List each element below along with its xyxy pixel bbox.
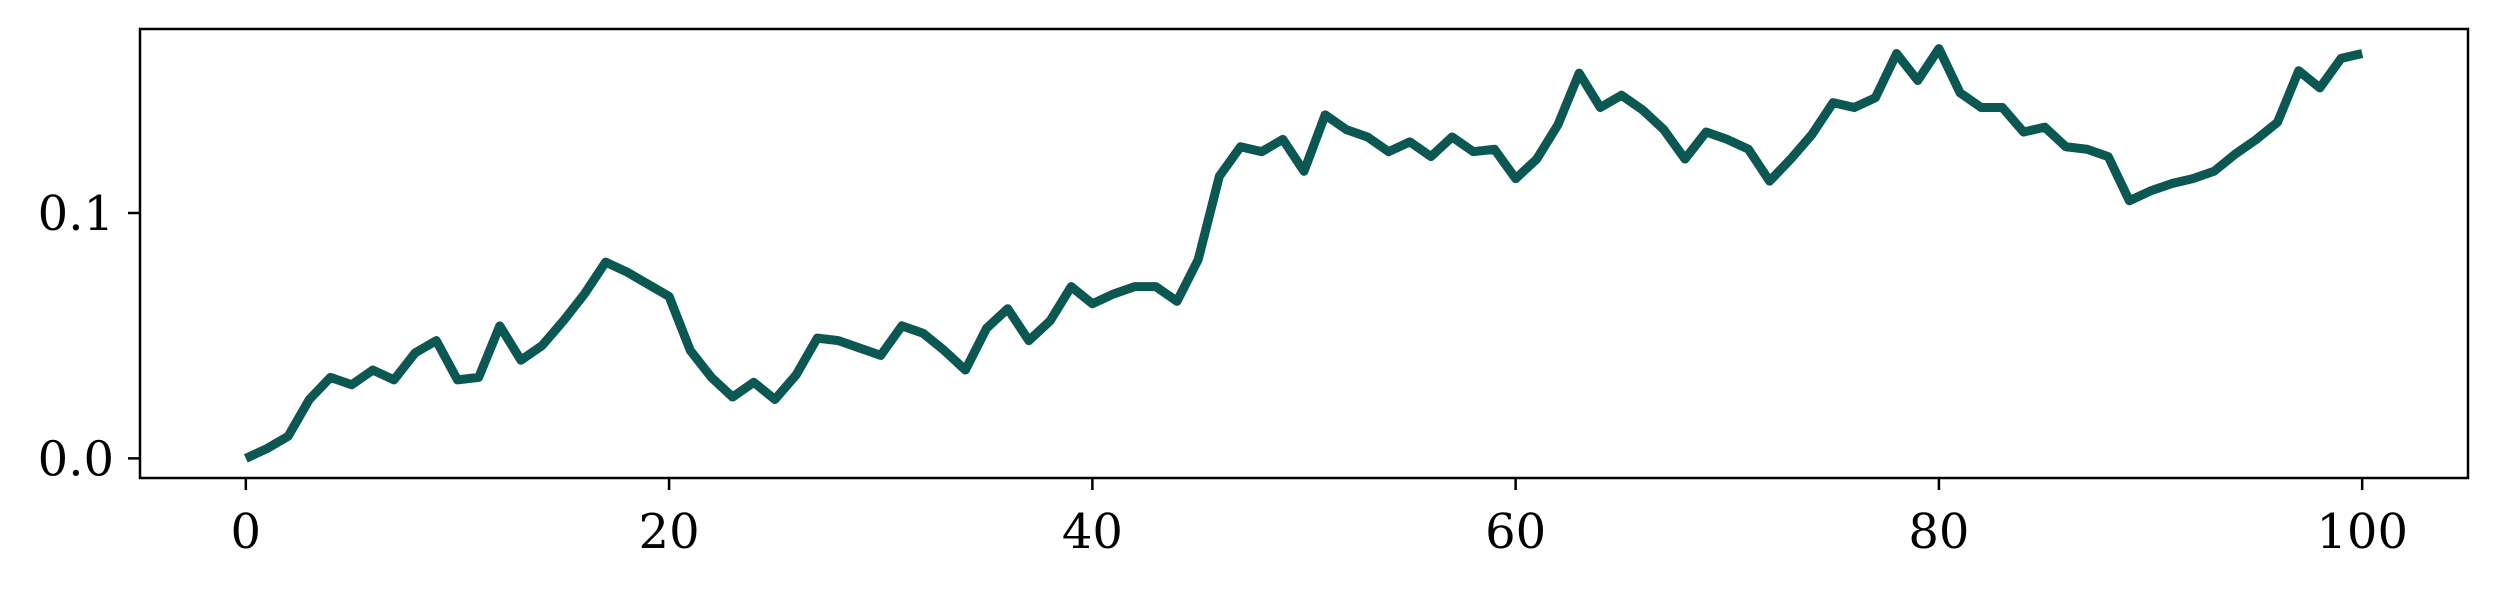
x-tick-label: 80 <box>1908 504 1969 560</box>
x-tick-label: 60 <box>1485 504 1546 560</box>
series-layer <box>243 44 2364 463</box>
x-tick-label: 20 <box>639 504 700 560</box>
series-line-0 <box>243 44 2364 463</box>
y-tick-label: 0.0 <box>38 431 114 487</box>
x-axis-ticks: 0 20 40 60 80 100 <box>231 478 2408 560</box>
x-tick-label: 40 <box>1062 504 1123 560</box>
plot-frame <box>138 27 2470 480</box>
y-axis-ticks: 0.0 0.1 <box>38 186 140 487</box>
x-tick-label: 0 <box>231 504 262 560</box>
y-tick-label: 0.1 <box>38 186 114 242</box>
x-tick-label: 100 <box>2316 504 2408 560</box>
